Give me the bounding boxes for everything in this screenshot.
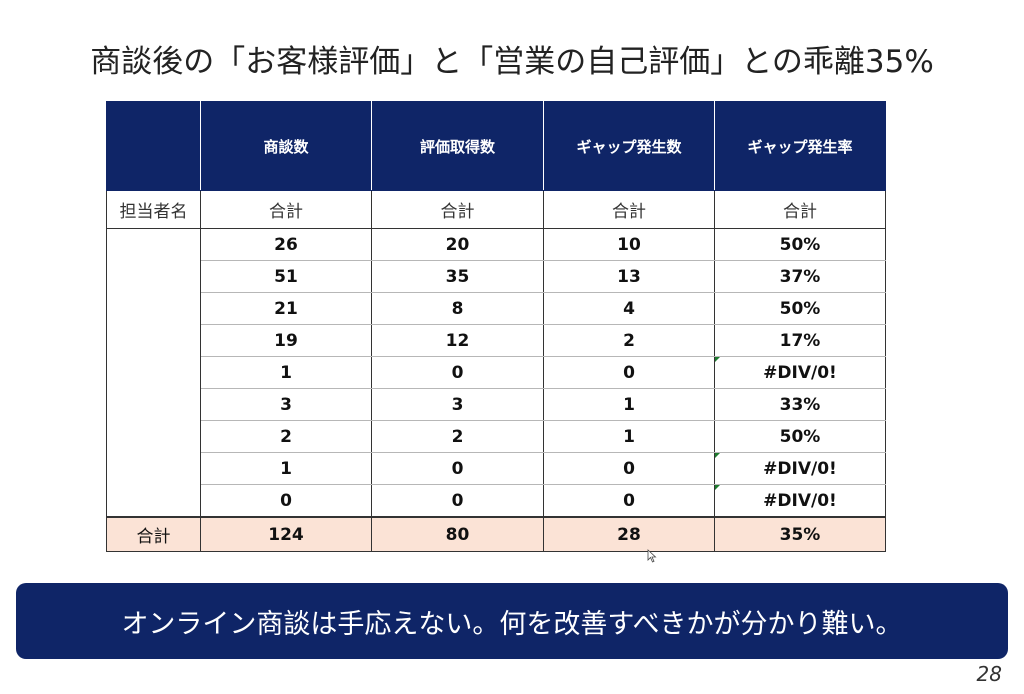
header-gap-rate: ギャップ発生率 [714, 101, 886, 191]
table-row: 2 2 1 50% [107, 420, 886, 453]
cell-gap-rate-error: #DIV/0! [714, 356, 886, 389]
cell-evaluations: 2 [371, 420, 544, 453]
cell-evaluations: 8 [371, 292, 544, 325]
cell-gap-rate: 50% [714, 292, 886, 325]
cell-gap-count: 4 [543, 292, 715, 325]
cell-gap-rate-error: #DIV/0! [714, 452, 886, 485]
cell-gap-count: 2 [543, 324, 715, 357]
gap-table: 商談数 評価取得数 ギャップ発生数 ギャップ発生率 担当者名 合計 合計 合計 … [106, 101, 886, 552]
header-meetings: 商談数 [200, 101, 372, 191]
cell-gap-rate: 33% [714, 388, 886, 421]
subheader-total: 合計 [714, 190, 886, 229]
cell-gap-count: 1 [543, 420, 715, 453]
cell-meetings: 1 [200, 356, 372, 389]
error-flag-icon [715, 453, 720, 458]
subheader-total: 合計 [200, 190, 372, 229]
subheader-total: 合計 [371, 190, 544, 229]
cell-meetings: 19 [200, 324, 372, 357]
cell-meetings: 0 [200, 484, 372, 518]
cell-gap-count: 13 [543, 260, 715, 293]
table-row: 21 8 4 50% [107, 292, 886, 325]
cell-evaluations: 3 [371, 388, 544, 421]
subheader-person: 担当者名 [106, 190, 201, 229]
cell-evaluations: 0 [371, 452, 544, 485]
header-gap-count: ギャップ発生数 [543, 101, 715, 191]
cell-gap-count: 10 [543, 228, 715, 261]
cell-meetings: 1 [200, 452, 372, 485]
cell-meetings: 21 [200, 292, 372, 325]
cell-meetings: 2 [200, 420, 372, 453]
cell-evaluations: 0 [371, 356, 544, 389]
table-row: 0 0 0 #DIV/0! [107, 484, 886, 518]
header-row: 商談数 評価取得数 ギャップ発生数 ギャップ発生率 [106, 101, 886, 191]
total-evaluations: 80 [371, 516, 544, 552]
cell-meetings: 26 [200, 228, 372, 261]
page-number: 28 [976, 662, 1002, 686]
table-row: 1 0 0 #DIV/0! [107, 356, 886, 389]
redacted-names [106, 228, 201, 518]
cell-meetings: 51 [200, 260, 372, 293]
error-value: #DIV/0! [763, 490, 837, 511]
cell-gap-rate: 50% [714, 228, 886, 261]
error-flag-icon [715, 357, 720, 362]
error-flag-icon [715, 485, 720, 490]
banner-text: オンライン商談は手応えない。何を改善すべきかが分かり難い。 [121, 608, 903, 640]
table-row: 19 12 2 17% [107, 324, 886, 357]
cell-gap-count: 0 [543, 356, 715, 389]
cell-gap-rate: 37% [714, 260, 886, 293]
message-banner: オンライン商談は手応えない。何を改善すべきかが分かり難い。 [16, 583, 1008, 659]
mouse-cursor-icon [647, 549, 657, 563]
total-gap-count: 28 [543, 516, 715, 552]
table-row: 51 35 13 37% [107, 260, 886, 293]
total-meetings: 124 [200, 516, 372, 552]
cell-meetings: 3 [200, 388, 372, 421]
table-row: 1 0 0 #DIV/0! [107, 452, 886, 485]
subheader-total: 合計 [543, 190, 715, 229]
error-value: #DIV/0! [763, 458, 837, 479]
subheader-row: 担当者名 合計 合計 合計 合計 [106, 190, 886, 229]
cell-gap-rate: 17% [714, 324, 886, 357]
cell-gap-rate: 50% [714, 420, 886, 453]
header-evaluations: 評価取得数 [371, 101, 544, 191]
slide-title: 商談後の「お客様評価」と「営業の自己評価」との乖離35% [90, 44, 934, 80]
table-row: 3 3 1 33% [107, 388, 886, 421]
error-value: #DIV/0! [763, 362, 837, 383]
cell-gap-count: 0 [543, 484, 715, 518]
cell-gap-count: 1 [543, 388, 715, 421]
header-blank [106, 101, 201, 191]
cell-gap-rate-error: #DIV/0! [714, 484, 886, 518]
cell-evaluations: 20 [371, 228, 544, 261]
total-row: 合計 124 80 28 35% [106, 516, 886, 552]
total-label: 合計 [106, 516, 201, 552]
total-gap-rate: 35% [714, 516, 886, 552]
table-row: 26 20 10 50% [106, 228, 886, 518]
cell-evaluations: 12 [371, 324, 544, 357]
cell-evaluations: 0 [371, 484, 544, 518]
cell-gap-count: 0 [543, 452, 715, 485]
cell-evaluations: 35 [371, 260, 544, 293]
